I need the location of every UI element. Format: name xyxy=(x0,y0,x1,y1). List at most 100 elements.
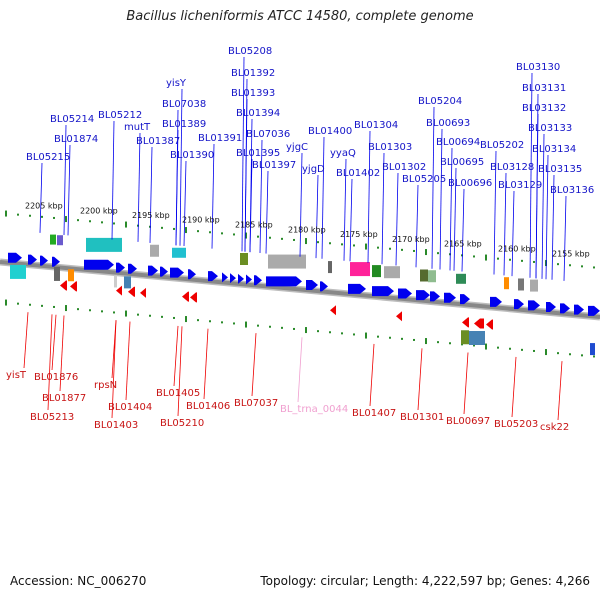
forward-gene-arrow xyxy=(230,273,236,284)
scale-label: 2165 kbp xyxy=(444,240,482,249)
feature-block xyxy=(384,266,400,279)
forward-gene-arrow xyxy=(416,290,430,301)
forward-gene-label: BL03133 xyxy=(528,123,572,134)
forward-label-leader xyxy=(461,188,465,272)
forward-gene-label: BL00696 xyxy=(448,178,492,189)
rna-gene-label: BL_trna_0044 xyxy=(280,404,348,415)
reverse-gene-label: BL05210 xyxy=(160,418,204,429)
forward-label-leader xyxy=(349,178,353,262)
reverse-gene-label: BL01406 xyxy=(186,401,230,412)
forward-gene-arrow xyxy=(116,262,125,273)
forward-gene-label: BL01391 xyxy=(198,133,242,144)
genome-title: Bacillus licheniformis ATCC 14580, compl… xyxy=(126,9,474,24)
forward-gene-label: BL01387 xyxy=(136,136,180,147)
forward-label-leader xyxy=(63,124,67,236)
forward-gene-arrow xyxy=(254,275,262,286)
forward-gene-label: BL05204 xyxy=(418,96,462,107)
forward-label-leader xyxy=(149,146,153,243)
forward-gene-label: BL07038 xyxy=(162,99,206,110)
forward-label-leader xyxy=(545,154,549,280)
reverse-gene-arrow xyxy=(60,280,67,291)
gene-labels: BL05208 BL01392 BL01393 BL01394 BL07036 BL013… xyxy=(6,46,594,433)
forward-label-leader xyxy=(249,158,253,253)
forward-gene-label: BL01303 xyxy=(368,142,412,153)
forward-gene-arrow xyxy=(84,259,114,270)
reverse-gene-arrow xyxy=(182,291,189,302)
forward-label-leader xyxy=(541,133,545,279)
forward-gene-label: BL01397 xyxy=(252,160,296,171)
forward-gene-arrow xyxy=(238,273,244,284)
forward-gene-label: BL03128 xyxy=(490,162,534,173)
scale-label: 2180 kbp xyxy=(288,225,326,234)
forward-gene-label: BL01402 xyxy=(336,168,380,179)
feature-block xyxy=(68,269,74,282)
feature-block xyxy=(268,254,306,269)
reverse-gene-label: BL05213 xyxy=(30,412,74,423)
reverse-gene-label: yisT xyxy=(6,370,27,381)
reverse-label-leader xyxy=(417,348,423,411)
forward-gene-arrow xyxy=(222,272,228,283)
forward-gene-arrow xyxy=(160,266,168,277)
forward-gene-label: BL05215 xyxy=(26,152,70,163)
forward-label-leader xyxy=(321,136,325,259)
reverse-label-leader xyxy=(111,320,117,419)
reverse-label-leader xyxy=(557,361,563,421)
forward-label-leader xyxy=(395,172,399,266)
forward-gene-label: BL03134 xyxy=(532,144,576,155)
forward-gene-arrow xyxy=(372,286,394,297)
forward-gene-arrow xyxy=(574,304,584,315)
forward-gene-label: BL01392 xyxy=(231,68,275,79)
scale-label: 2175 kbp xyxy=(340,230,378,239)
forward-gene-label: BL01874 xyxy=(54,134,98,145)
forward-gene-label: BL01302 xyxy=(382,162,426,173)
forward-gene-arrow xyxy=(546,302,556,313)
forward-gene-arrow xyxy=(430,291,440,302)
reverse-label-leader xyxy=(251,333,257,397)
forward-gene-label: BL05214 xyxy=(50,114,94,125)
feature-block xyxy=(114,275,117,288)
reverse-label-leader xyxy=(47,314,53,411)
feature-block xyxy=(50,234,56,245)
reverse-gene-arrow xyxy=(396,311,402,322)
forward-label-leader xyxy=(449,147,453,271)
forward-gene-arrow xyxy=(170,267,184,278)
forward-gene-label: yisY xyxy=(166,78,187,89)
forward-gene-label: BL03129 xyxy=(498,180,542,191)
forward-label-leader xyxy=(67,144,71,236)
reverse-label-leader xyxy=(173,325,179,387)
forward-label-leader xyxy=(259,139,263,254)
forward-gene-label: BL01395 xyxy=(236,148,280,159)
scale-labels: 2205 kbp 2200 kbp 2195 kbp 2190 kbp 2185 kbp… xyxy=(25,201,590,258)
forward-label-leader xyxy=(315,174,319,259)
reverse-gene-arrow xyxy=(330,305,336,316)
forward-gene-arrow xyxy=(246,274,252,285)
reverse-gene-arrow xyxy=(474,318,484,329)
genome-summary-text: Topology: circular; Length: 4,222,597 bp… xyxy=(260,574,590,588)
forward-gene-arrow xyxy=(460,294,470,305)
forward-gene-label: BL05202 xyxy=(480,140,524,151)
reverse-gene-label: BL07037 xyxy=(234,398,278,409)
forward-gene-label: BL03131 xyxy=(522,83,566,94)
forward-label-leader xyxy=(439,128,443,270)
feature-block xyxy=(504,277,509,290)
forward-gene-arrow xyxy=(320,281,328,292)
scale-label: 2200 kbp xyxy=(80,206,118,215)
scale-label: 2160 kbp xyxy=(498,245,536,254)
reverse-label-leader xyxy=(125,321,131,401)
forward-gene-label: yjgC xyxy=(286,142,308,153)
forward-label-leader xyxy=(535,113,539,279)
reverse-gene-arrow xyxy=(140,287,146,298)
reverse-gene-label: BL01405 xyxy=(156,388,200,399)
forward-label-leader xyxy=(367,130,371,263)
reverse-gene-label: BL01407 xyxy=(352,408,396,419)
reverse-label-leader xyxy=(463,352,469,415)
backbone xyxy=(0,258,600,321)
feature-block xyxy=(372,265,381,278)
reverse-gene-label: BL01877 xyxy=(42,393,86,404)
feature-block xyxy=(530,279,538,292)
forward-gene-arrow xyxy=(128,263,137,274)
feature-block xyxy=(590,343,595,356)
feature-block xyxy=(240,253,248,265)
forward-gene-label: BL05212 xyxy=(98,110,142,121)
